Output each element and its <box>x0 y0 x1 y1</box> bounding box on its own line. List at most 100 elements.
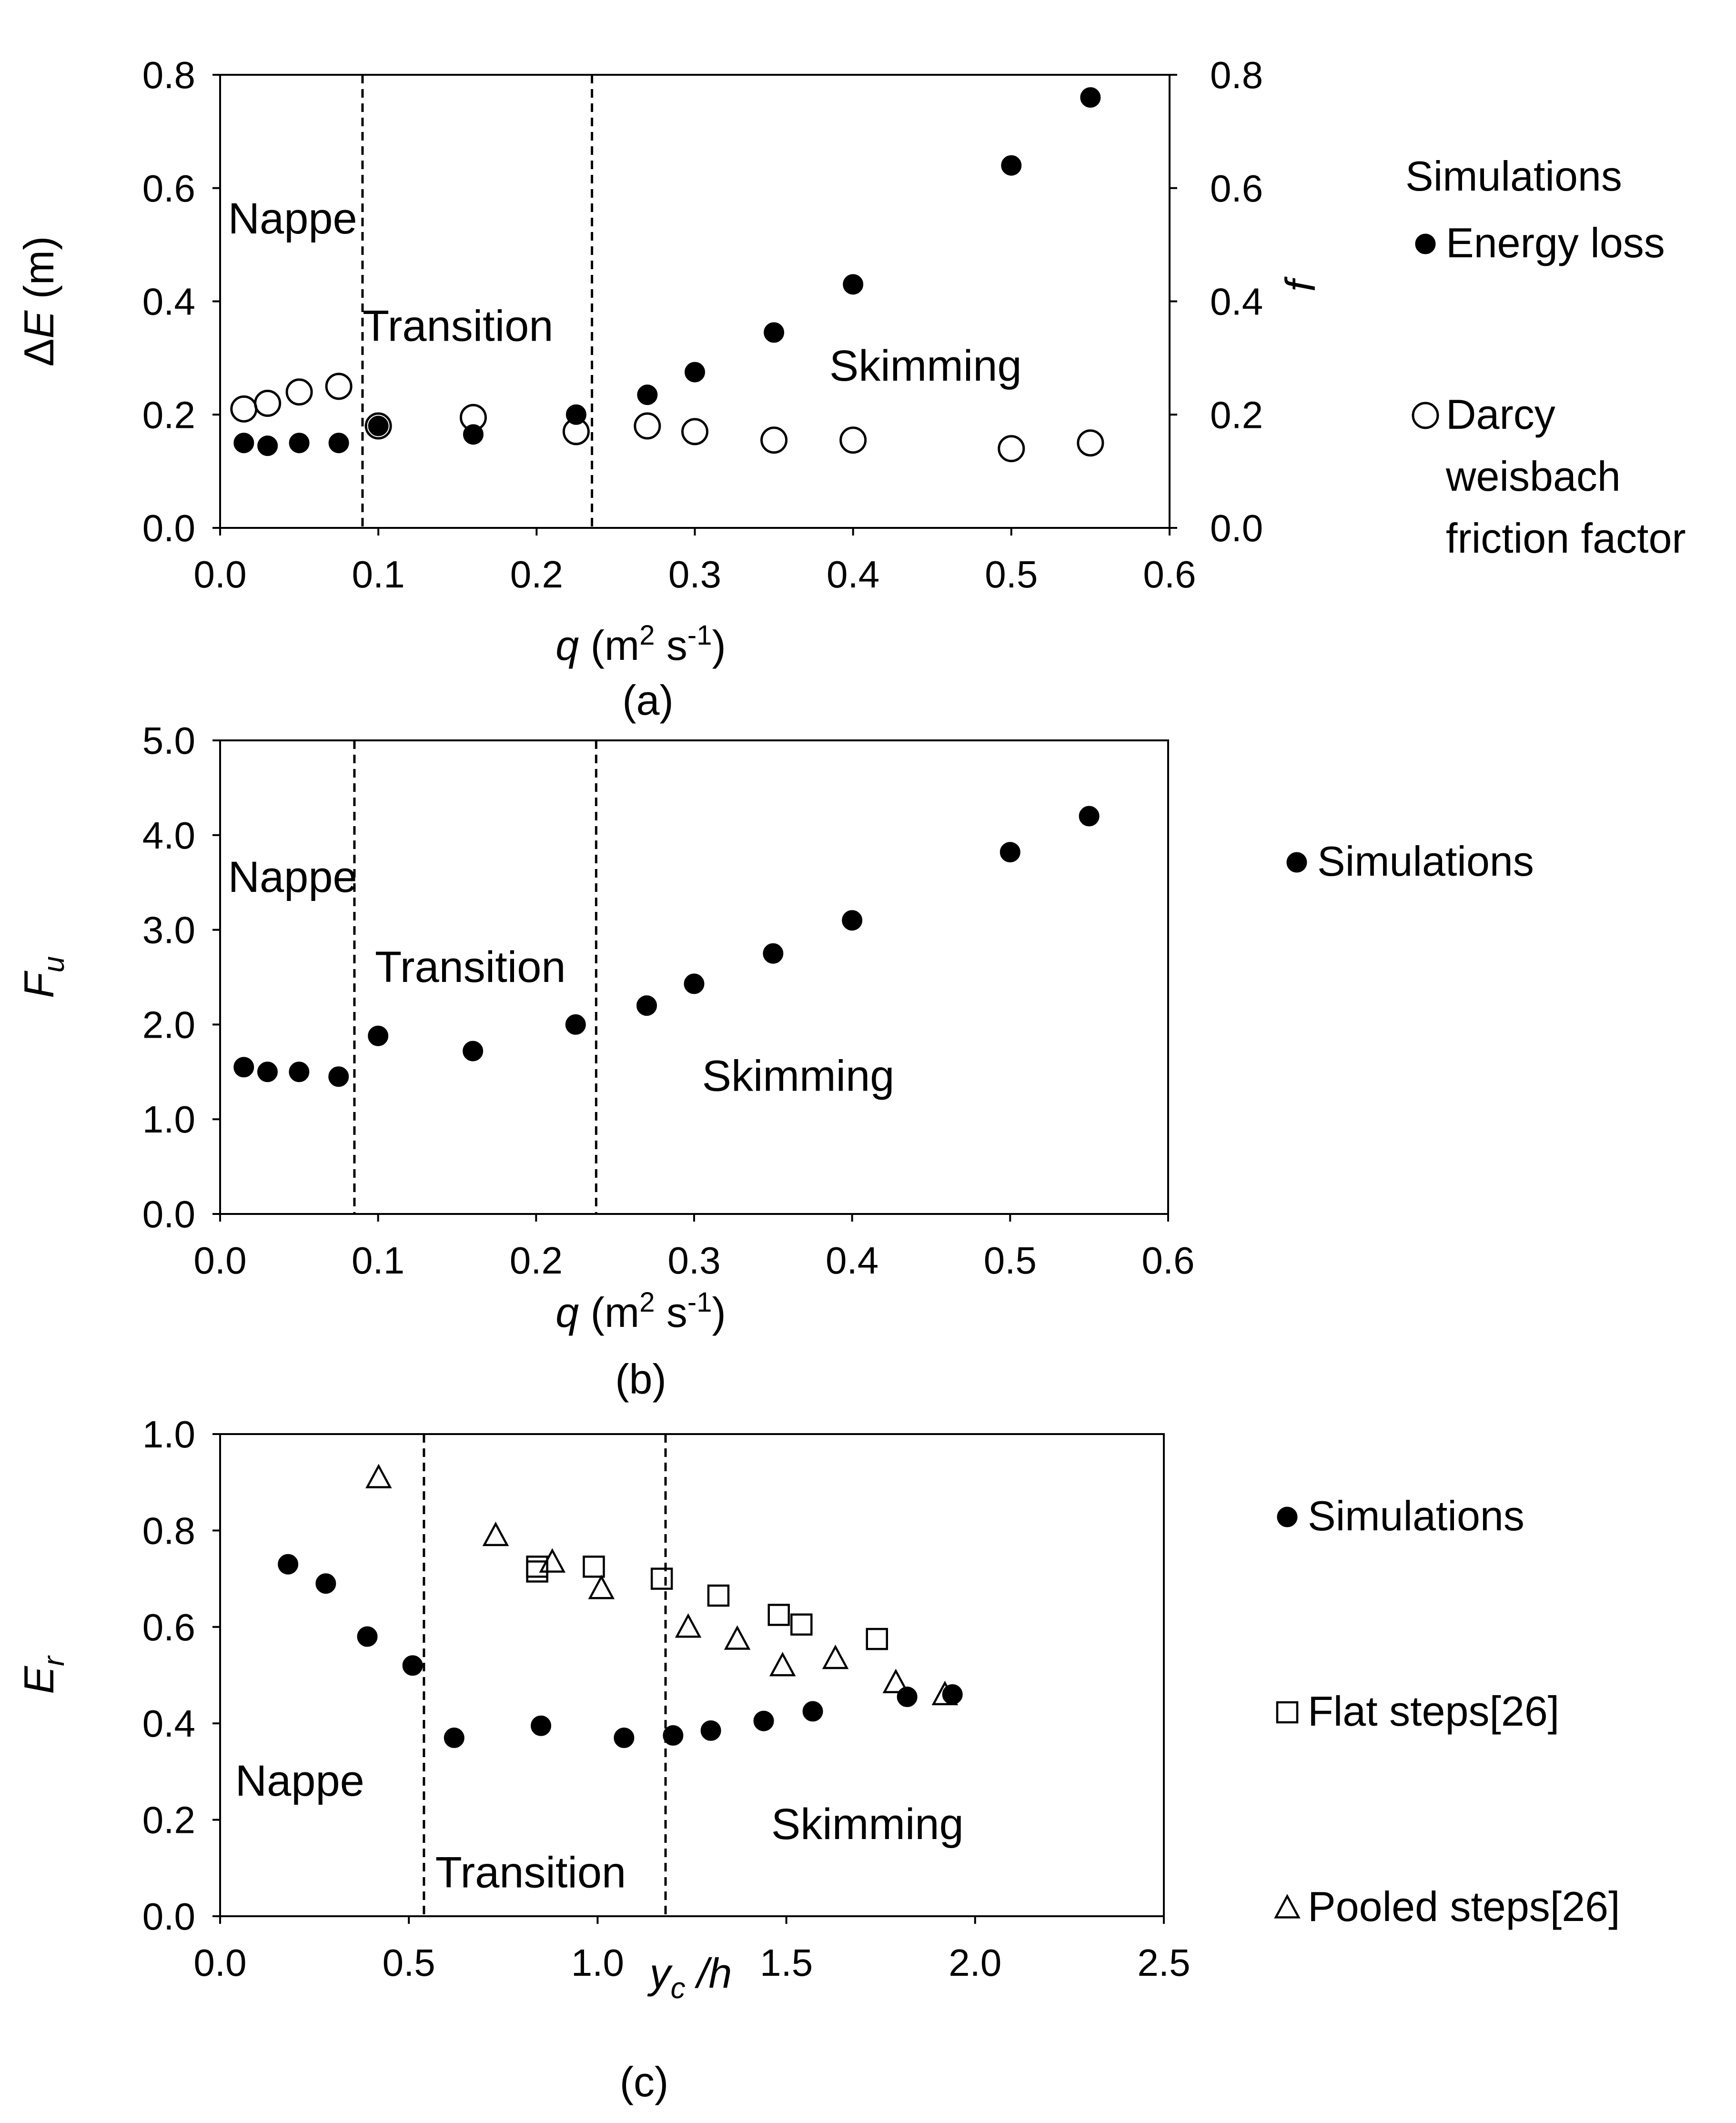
region-label-nappe: Nappe <box>228 853 357 901</box>
y-tick-label: 0.4 <box>142 1702 195 1745</box>
data-point <box>636 995 657 1016</box>
y-tick-label: 3.0 <box>142 909 195 951</box>
y-tick-label: 0.0 <box>142 1193 195 1235</box>
data-point <box>767 1604 790 1626</box>
x-tick-label: 0.0 <box>193 1239 246 1282</box>
x-tick-label: 1.0 <box>571 1941 624 1984</box>
legend-entry-label: Simulations <box>1317 838 1534 885</box>
data-point <box>839 426 867 454</box>
data-point <box>588 1575 615 1599</box>
x-tick-label: 0.0 <box>193 553 246 596</box>
y-tick-label: 1.0 <box>142 1413 195 1456</box>
data-point <box>1001 155 1022 176</box>
data-point <box>700 1720 721 1741</box>
data-point <box>328 433 349 454</box>
data-point <box>753 1710 774 1731</box>
region-label-skimming: Skimming <box>771 1800 964 1849</box>
legend-marker <box>1274 1894 1301 1919</box>
x-tick-label: 0.1 <box>352 1239 404 1282</box>
plot-area-frame <box>219 1433 1165 1917</box>
panel-label: (c) <box>620 2058 669 2105</box>
x-tick-label: 0.2 <box>510 1239 563 1282</box>
series-simulations <box>278 1554 963 1749</box>
x-tick-label: 0.3 <box>667 1239 720 1282</box>
x-tick-label: 1.5 <box>760 1941 813 1984</box>
y-tick-label: 0.2 <box>142 1799 195 1841</box>
x-axis-title: q (m2 s-1) <box>555 1287 726 1336</box>
y-axis-title: ΔE (m) <box>15 236 62 367</box>
data-point <box>760 426 788 454</box>
x-axis-title: q (m2 s-1) <box>555 620 726 669</box>
data-point <box>882 1668 909 1693</box>
data-point <box>315 1573 336 1594</box>
legend-marker <box>1412 402 1439 429</box>
data-point <box>402 1655 423 1676</box>
y-right-tick-label: 0.2 <box>1210 394 1263 436</box>
data-point <box>663 1725 684 1746</box>
chart-panel-1: 0.0 0.1 0.2 0.3 0.4 0.5 0.6 0.0 0.2 0.4 0.6 0.8 0.0 0… <box>15 54 1686 724</box>
panel-label: (b) <box>615 1355 666 1403</box>
series-darcy-weisbach-friction-factor <box>230 373 1104 463</box>
data-point <box>1079 806 1100 827</box>
y-right-tick-label: 0.6 <box>1210 167 1263 210</box>
data-point <box>357 1626 378 1647</box>
series-energy-loss <box>233 87 1101 456</box>
x-tick-label: 0.4 <box>827 553 879 596</box>
region-label-transition: Transition <box>435 1848 626 1897</box>
data-point <box>328 1066 349 1087</box>
y-right-tick-label: 0.4 <box>1210 281 1263 323</box>
region-label-skimming: Skimming <box>702 1052 895 1101</box>
data-point <box>325 373 353 400</box>
x-tick-label: 0.0 <box>193 1941 246 1984</box>
panel-label: (a) <box>622 677 674 724</box>
data-point <box>866 1628 888 1650</box>
data-point <box>763 943 784 964</box>
data-point <box>769 1652 796 1677</box>
data-point <box>842 910 863 931</box>
y-axis-title: Er <box>15 1655 71 1694</box>
data-point <box>634 412 661 440</box>
y-tick-label: 0.6 <box>142 1606 195 1648</box>
data-point <box>637 384 658 405</box>
series-pooled-steps-26 <box>365 1464 959 1706</box>
data-point <box>230 395 258 423</box>
x-tick-label: 0.5 <box>984 1239 1037 1282</box>
x-tick-label: 2.0 <box>949 1941 1001 1984</box>
x-tick-label: 0.1 <box>352 553 405 596</box>
legend-entry-label: Pooled steps[26] <box>1308 1883 1620 1930</box>
region-label-transition: Transition <box>363 302 554 351</box>
data-point <box>233 433 254 454</box>
y-tick-label: 1.0 <box>142 1098 195 1141</box>
x-tick-label: 0.3 <box>668 553 721 596</box>
data-point <box>289 1062 310 1082</box>
data-point <box>822 1644 849 1669</box>
x-tick-label: 0.6 <box>1141 1239 1194 1282</box>
legend-entry-label: Darcy <box>1446 391 1555 438</box>
y-tick-label: 4.0 <box>142 814 195 857</box>
data-point <box>562 418 590 445</box>
data-point <box>278 1554 299 1575</box>
x-tick-label: 2.5 <box>1137 1941 1190 1984</box>
y-tick-label: 5.0 <box>142 719 195 762</box>
data-point <box>368 1025 389 1046</box>
legend: Simulations Flat steps[26] Pooled steps[26… <box>1274 1492 1620 1930</box>
data-point <box>790 1613 813 1636</box>
x-tick-label: 0.5 <box>985 553 1038 596</box>
data-point <box>685 362 705 383</box>
data-point <box>707 1584 730 1607</box>
series-flat-steps-26 <box>526 1556 888 1650</box>
data-point <box>257 1062 278 1082</box>
y-tick-label: 2.0 <box>142 1003 195 1046</box>
chart-panel-2: 0.0 0.1 0.2 0.3 0.4 0.5 0.6 0.0 1.0 2.0 3.0 4.0 5.0 N… <box>15 719 1534 1403</box>
data-point <box>254 389 282 417</box>
data-point <box>942 1684 963 1705</box>
y-tick-label: 0.8 <box>142 1509 195 1552</box>
legend-entry-label: weisbach <box>1445 453 1621 500</box>
data-point <box>444 1728 464 1749</box>
y-tick-label: 0.8 <box>142 54 195 96</box>
x-tick-label: 0.6 <box>1143 553 1196 596</box>
y-right-tick-label: 0.0 <box>1210 507 1263 549</box>
data-point <box>257 435 278 456</box>
data-point <box>614 1728 635 1749</box>
data-point <box>364 412 392 440</box>
